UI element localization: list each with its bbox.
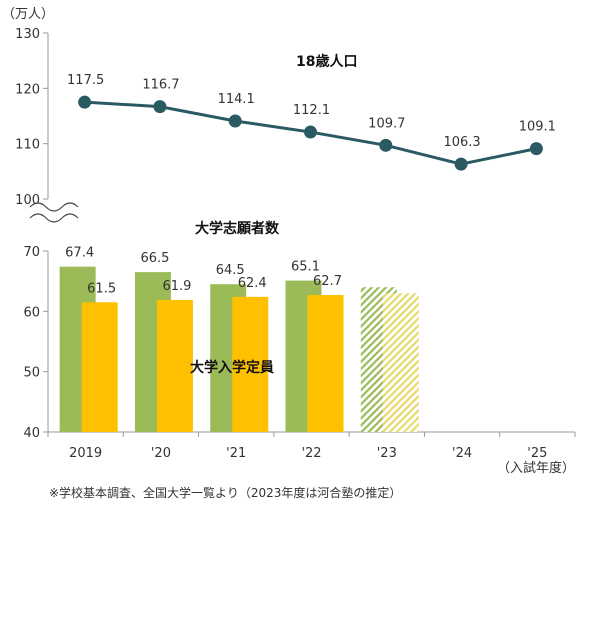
x-tick-label: '25 xyxy=(527,446,547,461)
unit-label: （万人） xyxy=(2,7,54,22)
capacity-value-label: 61.5 xyxy=(87,281,116,296)
x-axis-unit-note: （入試年度） xyxy=(497,460,575,476)
population-point xyxy=(153,100,167,114)
population-point xyxy=(78,95,92,109)
lower-tick-label: 70 xyxy=(23,245,40,260)
x-axis: 2019 '20 '21 '22 '23 '24 '25 xyxy=(47,431,576,461)
applicants-series-title: 大学志願者数 xyxy=(195,220,280,237)
capacity-bar xyxy=(382,293,419,432)
applicants-value-label: 67.4 xyxy=(65,246,94,261)
capacity-bar xyxy=(232,296,269,432)
lower-tick-label: 40 xyxy=(23,426,40,441)
population-value-label: 109.7 xyxy=(368,116,405,131)
applicants-value-label: 65.1 xyxy=(291,260,320,275)
upper-tick-label: 100 xyxy=(15,193,40,208)
upper-tick-label: 120 xyxy=(15,82,40,97)
population-value-label: 114.1 xyxy=(218,92,255,107)
axis-break-mark xyxy=(29,202,79,212)
population-point xyxy=(304,125,317,139)
population-value-label: 106.3 xyxy=(443,135,480,150)
population-value-label: 116.7 xyxy=(142,78,179,93)
capacity-value-label: 62.7 xyxy=(313,274,342,289)
capacity-series-title: 大学入学定員 xyxy=(190,359,274,376)
population-value-label: 117.5 xyxy=(67,73,104,88)
population-value-label: 109.1 xyxy=(519,120,556,135)
line-series-title: 18歳人口 xyxy=(296,53,357,70)
population-value-label: 112.1 xyxy=(293,103,330,118)
capacity-value-label: 62.4 xyxy=(238,276,267,291)
capacity-bar xyxy=(307,295,344,432)
x-tick-label: '23 xyxy=(377,446,397,461)
x-tick-label: '21 xyxy=(226,446,246,461)
axis-break-mark xyxy=(29,213,79,223)
lower-tick-label: 50 xyxy=(23,366,40,381)
population-point xyxy=(228,114,242,128)
footnote: ※学校基本調査、全国大学一覧より（2023年度は河合塾の推定） xyxy=(49,486,402,500)
capacity-bar xyxy=(156,299,193,432)
capacity-value-label: 61.9 xyxy=(162,279,191,294)
upper-y-axis: 100 110 120 130 xyxy=(15,27,79,223)
bar-series xyxy=(59,266,419,432)
line-series: 117.5 116.7 114.1 112.1 109.7 106.3 109.1 xyxy=(67,73,556,171)
applicants-value-label: 66.5 xyxy=(140,251,169,266)
bar-value-labels: 67.4 66.5 64.5 65.1 61.5 61.9 62.4 62.7 xyxy=(65,246,342,297)
applicants-value-label: 64.5 xyxy=(216,263,245,278)
upper-tick-label: 130 xyxy=(15,27,40,42)
x-tick-label: '20 xyxy=(151,446,171,461)
x-tick-label: '22 xyxy=(301,446,321,461)
x-tick-label: '24 xyxy=(452,446,472,461)
population-point xyxy=(379,138,393,152)
lower-y-axis: 40 50 60 70 xyxy=(23,245,49,441)
upper-tick-label: 110 xyxy=(15,138,40,153)
lower-tick-label: 60 xyxy=(23,305,40,320)
capacity-bar xyxy=(81,302,118,432)
population-point xyxy=(454,157,468,171)
x-tick-label: 2019 xyxy=(69,446,102,461)
population-point xyxy=(529,142,543,156)
